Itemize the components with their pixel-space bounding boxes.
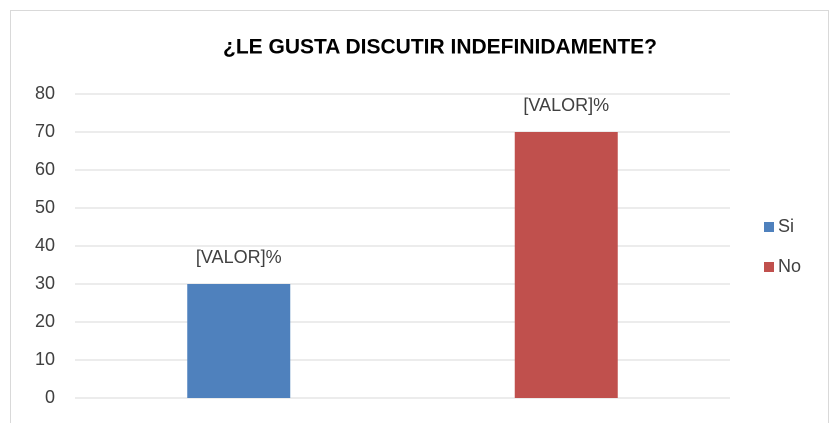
- data-label: [VALOR]%: [523, 95, 609, 115]
- y-tick-label: 50: [35, 197, 55, 217]
- legend-label: No: [778, 256, 801, 276]
- y-tick-label: 20: [35, 311, 55, 331]
- bar: [514, 132, 618, 398]
- y-tick-label: 10: [35, 349, 55, 369]
- y-tick-label: 70: [35, 121, 55, 141]
- y-tick-label: 30: [35, 273, 55, 293]
- chart-border: [10, 10, 829, 423]
- legend-label: Si: [778, 216, 794, 236]
- data-label: [VALOR]%: [196, 247, 282, 267]
- legend-swatch: [764, 262, 774, 272]
- y-tick-label: 40: [35, 235, 55, 255]
- chart-title: ¿LE GUSTA DISCUTIR INDEFINIDAMENTE?: [223, 36, 657, 59]
- y-tick-label: 0: [45, 387, 55, 407]
- legend-swatch: [764, 222, 774, 232]
- y-tick-label: 60: [35, 159, 55, 179]
- y-tick-label: 80: [35, 83, 55, 103]
- bar: [187, 284, 291, 398]
